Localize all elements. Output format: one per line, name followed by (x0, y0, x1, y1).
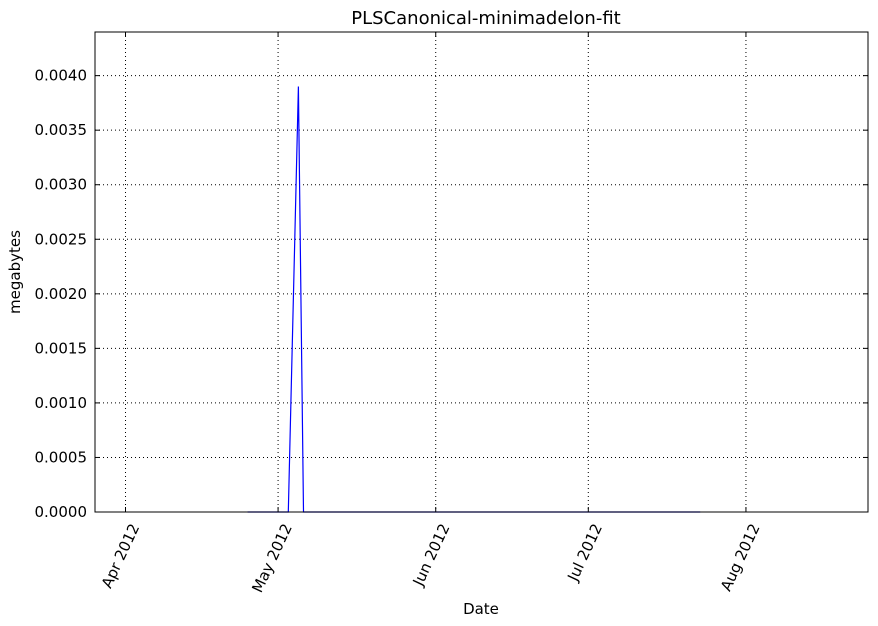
y-tick-label: 0.0005 (35, 448, 88, 466)
y-tick-label: 0.0015 (35, 339, 88, 357)
x-tick-label: Jul 2012 (564, 521, 607, 585)
y-tick-label: 0.0020 (35, 285, 88, 303)
series-layer (247, 86, 701, 513)
series-line (247, 86, 701, 513)
y-tick-label: 0.0010 (35, 394, 88, 412)
x-axis-label: Date (463, 600, 499, 618)
y-tick-label: 0.0040 (35, 67, 88, 85)
y-tick-label: 0.0030 (35, 176, 88, 194)
plot-area-frame (94, 31, 869, 513)
x-tick-label: Apr 2012 (98, 521, 143, 591)
chart-title: PLSCanonical-minimadelon-fit (351, 8, 620, 29)
grid (95, 32, 868, 513)
ticks (95, 32, 868, 513)
y-axis-label: megabytes (6, 230, 24, 314)
y-tick-labels: 0.0000 0.0005 0.0010 0.0015 0.0020 0.0025 0.00… (35, 67, 88, 521)
x-tick-label: May 2012 (248, 521, 296, 596)
x-tick-labels: Apr 2012 May 2012 Jun 2012 Jul 2012 Aug 2012 (98, 521, 764, 596)
x-tick-label: Aug 2012 (717, 521, 764, 594)
y-tick-label: 0.0025 (35, 230, 88, 248)
y-tick-label: 0.0000 (35, 503, 88, 521)
y-tick-label: 0.0035 (35, 121, 88, 139)
x-tick-label: Jun 2012 (409, 521, 454, 590)
